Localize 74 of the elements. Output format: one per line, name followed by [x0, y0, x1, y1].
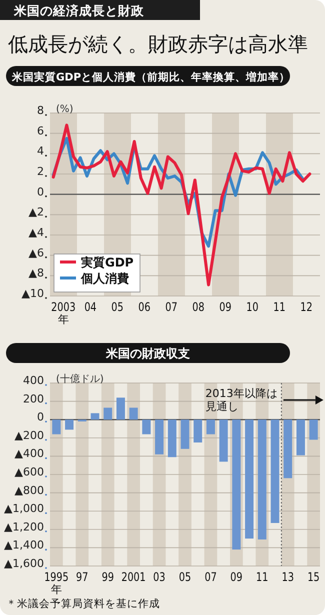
- bar: [155, 420, 164, 454]
- bar: [194, 420, 202, 442]
- bar: [258, 420, 266, 540]
- x-tick-label: 99: [102, 570, 114, 584]
- bar: [104, 408, 112, 420]
- x-tick-label: 07: [165, 300, 178, 314]
- bar: [52, 420, 61, 434]
- bar: [180, 420, 190, 449]
- bar: [142, 420, 151, 434]
- y-tick-label: ▲4: [28, 226, 44, 239]
- x-tick-label: 2001: [121, 570, 146, 584]
- y-tick-label: 6: [37, 124, 44, 138]
- y-tick-label: ▲1,600: [4, 557, 44, 570]
- x-tick-label: 97: [76, 570, 88, 584]
- legend-label: 個人消費: [80, 272, 129, 286]
- x-tick-label: 2003: [51, 300, 76, 314]
- x-tick-label: 13: [282, 570, 294, 584]
- bar: [90, 413, 100, 420]
- y-tick-label: ▲10: [22, 287, 44, 300]
- x-tick-label: 1995: [44, 570, 69, 584]
- x-tick-label: 06: [138, 300, 151, 314]
- x-tick-label: 09: [230, 570, 243, 584]
- x-tick-label: 08: [192, 300, 205, 314]
- bar: [129, 408, 138, 420]
- y-tick-label: ▲600: [14, 466, 44, 478]
- bar: [245, 420, 254, 539]
- x-tick-label: 11: [256, 570, 268, 584]
- chart-title: 米国実質GDPと個人消費（前期比、年率換算、増加率）: [11, 70, 290, 84]
- y-tick-label: ▲800: [14, 484, 44, 497]
- x-tick-label: 05: [178, 570, 192, 584]
- y-tick-label: 400: [23, 374, 44, 387]
- bar: [168, 420, 176, 458]
- y-tick-label: ▲2: [28, 206, 44, 219]
- x-tick-label: 04: [84, 300, 97, 314]
- x-axis-title: 年: [50, 583, 62, 596]
- y-tick-label: ▲1,000: [4, 502, 44, 516]
- y-tick-label: 200: [23, 392, 44, 406]
- y-tick-label: ▲200: [14, 428, 44, 442]
- x-tick-label: 15: [307, 570, 320, 584]
- bar: [270, 420, 280, 523]
- x-tick-label: 11: [273, 300, 286, 314]
- y-tick-label: ▲400: [14, 447, 44, 460]
- y-tick-label: 0: [37, 185, 44, 198]
- x-axis-title: 年: [58, 313, 69, 326]
- x-tick-label: 09: [219, 300, 232, 314]
- y-tick-label: ▲6: [28, 246, 44, 260]
- text: 米国の経済成長と財政: [13, 3, 145, 18]
- y-tick-label: ▲1,200: [4, 520, 44, 534]
- bar: [206, 420, 215, 434]
- y-tick-label: 8: [37, 104, 44, 117]
- text: ＊米議会予算局資料を基に作成: [6, 597, 160, 610]
- legend-label: 実質GDP: [80, 256, 134, 270]
- y-tick-label: 4: [37, 144, 44, 158]
- y-tick-label: ▲8: [28, 266, 44, 280]
- bar: [309, 420, 318, 440]
- y-axis-title: (十億ドル): [56, 373, 104, 385]
- x-tick-label: 03: [153, 570, 166, 584]
- y-tick-label: ▲1,400: [4, 538, 44, 552]
- y-axis-title: (%): [56, 104, 74, 115]
- x-tick-label: 12: [300, 300, 313, 314]
- x-tick-label: 10: [246, 300, 259, 314]
- bar: [232, 420, 241, 550]
- bar: [284, 420, 292, 478]
- chart-title: 米国の財政収支: [105, 346, 190, 360]
- bar: [296, 420, 305, 456]
- bar: [65, 420, 74, 430]
- x-tick-label: 05: [111, 300, 124, 314]
- bar: [116, 398, 125, 420]
- y-tick-label: 0: [37, 410, 44, 424]
- y-tick-label: 2: [37, 165, 44, 178]
- text: 低成長が続く。財政赤字は高水準: [8, 32, 308, 56]
- x-tick-label: 07: [204, 570, 217, 584]
- bar: [219, 420, 228, 462]
- ref-line-label: 2013年以降は見通し: [205, 387, 278, 413]
